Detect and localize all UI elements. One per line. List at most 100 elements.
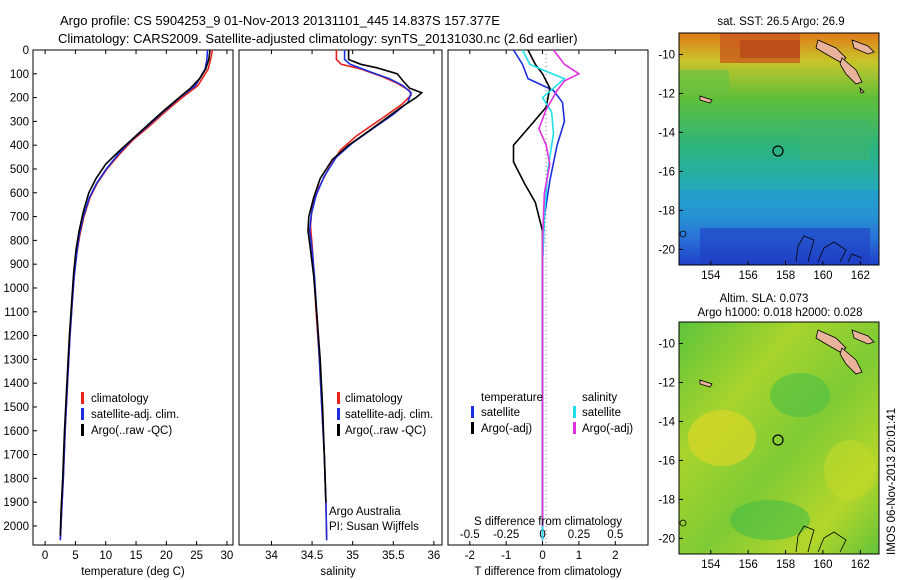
map-x-tick-label: 160 (813, 270, 832, 282)
map-y-tick-label: -18 (658, 494, 675, 506)
sst-map-frame (678, 32, 880, 266)
y-tick-label: 200 (10, 93, 29, 105)
sst-map-y-ticks: -10 -12 -14 -16 -18 -20 (658, 49, 683, 256)
s-tick-label: -0.5 (460, 529, 480, 541)
legend-label-t-argo: Argo(-adj) (481, 423, 532, 435)
map-x-tick-label: 162 (851, 270, 870, 282)
y-tick-label: 700 (10, 212, 29, 224)
legend-swatch-s-argo (573, 422, 576, 434)
series-line (59, 49, 211, 536)
difference-series (512, 49, 581, 541)
s-difference-xlabel: S difference from climatology (474, 516, 622, 528)
map-y-tick-label: -14 (658, 127, 675, 139)
sla-argo-position-marker (772, 434, 784, 446)
sla-map-frame (678, 321, 880, 555)
series-line (538, 49, 581, 526)
legend-swatch-satellite (337, 408, 340, 420)
map-y-tick-label: -10 (658, 338, 675, 350)
sst-neighbour-marker (679, 230, 687, 238)
y-tick-label: 2000 (3, 521, 29, 533)
sst-map-title: sat. SST: 26.5 Argo: 26.9 (717, 16, 844, 28)
sla-coastlines (699, 329, 875, 388)
salinity-legend: climatology satellite-adj. clim. Argo(..… (337, 392, 433, 437)
temperature-legend: climatology satellite-adj. clim. Argo(..… (81, 392, 179, 437)
x-tick-label: 0 (42, 550, 48, 562)
y-tick-label: 1500 (3, 402, 29, 414)
y-tick-label: 1000 (3, 283, 29, 295)
depth-ticks: 0 100 200 300 400 500 600 700 800 900 1000 1100 1200… (3, 45, 37, 533)
map-x-tick-label: 154 (701, 270, 721, 282)
legend-swatch-s-satellite (573, 406, 576, 418)
sla-neighbour-marker (679, 519, 687, 527)
x-tick-label: -1 (501, 550, 511, 562)
x-tick-label: 15 (130, 550, 143, 562)
legend-swatch-t-argo (471, 422, 474, 434)
legend-label-s-satellite: satellite (582, 407, 621, 419)
x-tick-label: 1 (576, 550, 582, 562)
map-y-tick-label: -12 (658, 88, 675, 100)
y-tick-label: 900 (10, 259, 29, 271)
y-tick-label: 500 (10, 164, 29, 176)
y-tick-label: 100 (10, 69, 29, 81)
y-tick-label: 0 (23, 45, 29, 57)
x-tick-label: 36 (427, 550, 440, 562)
x-tick-label: 35 (346, 550, 359, 562)
difference-x-ticks: -2 -1 0 1 2 (465, 50, 618, 562)
title-line-2: Climatology: CARS2009. Satellite-adjuste… (58, 31, 578, 46)
x-tick-label: 30 (221, 550, 234, 562)
map-y-tick-label: -12 (658, 377, 675, 389)
series-line (309, 50, 413, 541)
legend-head-salinity: salinity (582, 392, 617, 404)
map-x-tick-label: 160 (813, 559, 832, 571)
sst-map-x-ticks: 154 156 158 160 162 (701, 261, 870, 282)
sst-map-panel: sat. SST: 26.5 Argo: 26.9 154 156 158 160 16… (658, 16, 880, 282)
map-x-tick-label: 154 (701, 559, 721, 571)
series-line (59, 49, 214, 541)
sla-map-panel: Altim. SLA: 0.073 Argo h1000: 0.018 h200… (658, 293, 880, 571)
y-tick-label: 300 (10, 116, 29, 128)
timestamp-footer: IMOS 06-Nov-2013 20:01:41 (886, 408, 898, 555)
t-difference-xlabel: T difference from climatology (474, 566, 621, 578)
map-y-tick-label: -16 (658, 166, 675, 178)
difference-axes-box (447, 49, 649, 546)
series-line (59, 49, 209, 541)
y-tick-label: 1200 (3, 331, 29, 343)
y-tick-label: 600 (10, 188, 29, 200)
s-tick-label: 0.25 (568, 529, 590, 541)
legend-swatch-argo (337, 424, 340, 436)
series-line (512, 49, 551, 526)
map-y-tick-label: -20 (658, 533, 675, 545)
temperature-x-ticks: 0 5 10 15 20 25 30 (42, 50, 233, 562)
legend-label-satellite: satellite-adj. clim. (91, 409, 179, 421)
x-tick-label: 2 (612, 550, 618, 562)
x-tick-label: 35.5 (382, 550, 404, 562)
legend-label-climatology: climatology (345, 393, 403, 405)
y-tick-label: 1300 (3, 354, 29, 366)
map-y-tick-label: -10 (658, 49, 675, 61)
salinity-axes-box (238, 49, 443, 546)
legend-swatch-climatology (337, 392, 340, 404)
sla-map-title: Altim. SLA: 0.073 (720, 293, 809, 305)
legend-head-temperature: temperature (481, 392, 543, 404)
sst-argo-position-marker (772, 145, 784, 157)
x-tick-label: 20 (160, 550, 173, 562)
sla-map-x-ticks: 154 156 158 160 162 (701, 550, 870, 571)
difference-legend: temperature salinity satellite Argo(-adj… (471, 392, 633, 435)
map-x-tick-label: 158 (776, 559, 795, 571)
temperature-series (59, 49, 214, 541)
sst-contours (795, 235, 863, 263)
x-tick-label: 34.5 (301, 550, 323, 562)
x-tick-label: 10 (99, 550, 112, 562)
sla-map-subtitle: Argo h1000: 0.018 h2000: 0.028 (698, 307, 863, 319)
y-tick-label: 400 (10, 140, 29, 152)
sla-contours (795, 525, 847, 553)
salinity-xlabel: salinity (320, 566, 355, 578)
salinity-series (307, 50, 424, 541)
institution-note: Argo Australia (329, 506, 401, 518)
map-x-tick-label: 162 (851, 559, 870, 571)
legend-label-argo: Argo(..raw -QC) (91, 425, 172, 437)
x-tick-label: 0 (539, 550, 545, 562)
legend-label-climatology: climatology (91, 393, 149, 405)
y-tick-label: 1900 (3, 497, 29, 509)
